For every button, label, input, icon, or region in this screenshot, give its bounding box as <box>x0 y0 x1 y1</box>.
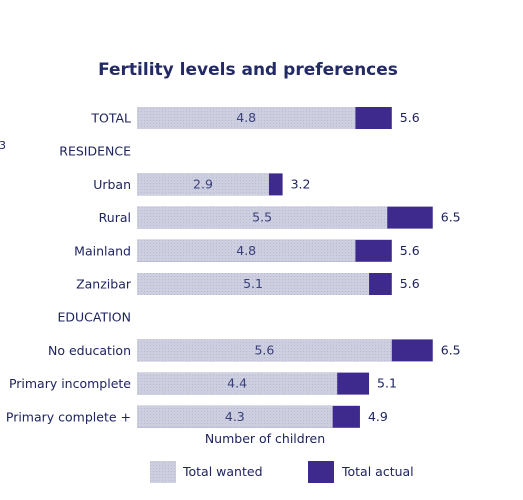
legend-label-total-actual: Total actual <box>341 464 414 479</box>
group-label-education: EDUCATION <box>58 310 132 325</box>
bar-wanted-zanzibar <box>137 273 370 295</box>
value-label-actual-primary-incomplete: 5.1 <box>377 376 397 391</box>
category-label-no-education: No education <box>48 343 131 358</box>
bar-wanted-mainland <box>137 239 356 262</box>
legend: Total wanted Total actual <box>150 461 414 483</box>
bar-wanted-rural <box>137 206 388 229</box>
bar-wanted-no-education <box>137 339 392 362</box>
category-label-rural: Rural <box>99 210 131 225</box>
category-label-primary-complete: Primary complete + <box>6 409 131 424</box>
group-label-residence: RESIDENCE <box>59 144 131 159</box>
value-label-wanted-total: 4.8 <box>236 110 256 125</box>
bar-wanted-primary-incomplete <box>137 372 338 395</box>
value-label-wanted-primary-complete: 4.3 <box>225 409 245 424</box>
category-label-total: TOTAL <box>90 111 131 126</box>
legend-swatch-total-wanted <box>150 461 176 483</box>
legend-swatch-total-actual <box>308 461 334 483</box>
value-label-actual-primary-complete: 4.9 <box>368 409 388 424</box>
page-edge-mark: 3 <box>0 139 6 152</box>
value-label-actual-rural: 6.5 <box>441 210 461 225</box>
value-label-actual-mainland: 5.6 <box>400 243 420 258</box>
category-label-mainland: Mainland <box>74 243 131 258</box>
chart-rows: TOTAL 4.8 5.6 RESIDENCE Urban 2.9 3.2 Rural 5.5 6… <box>6 107 461 428</box>
value-label-wanted-no-education: 5.6 <box>254 342 274 357</box>
value-label-wanted-mainland: 4.8 <box>236 243 256 258</box>
value-label-wanted-rural: 5.5 <box>252 210 272 225</box>
bar-wanted-urban <box>137 173 269 196</box>
value-label-actual-total: 5.6 <box>400 110 420 125</box>
category-label-primary-incomplete: Primary incomplete <box>9 376 131 391</box>
category-label-urban: Urban <box>93 177 131 192</box>
category-label-zanzibar: Zanzibar <box>76 277 132 292</box>
value-label-actual-no-education: 6.5 <box>441 342 461 357</box>
bar-wanted-total <box>137 107 356 129</box>
bar-wanted-primary-complete <box>137 405 333 428</box>
value-label-wanted-zanzibar: 5.1 <box>243 276 263 291</box>
legend-label-total-wanted: Total wanted <box>182 464 263 479</box>
value-label-wanted-primary-incomplete: 4.4 <box>227 376 247 391</box>
value-label-actual-urban: 3.2 <box>291 176 311 191</box>
value-label-actual-zanzibar: 5.6 <box>400 276 420 291</box>
value-label-wanted-urban: 2.9 <box>193 176 213 191</box>
x-axis-label: Number of children <box>205 431 325 446</box>
chart-title: Fertility levels and preferences <box>98 60 398 80</box>
